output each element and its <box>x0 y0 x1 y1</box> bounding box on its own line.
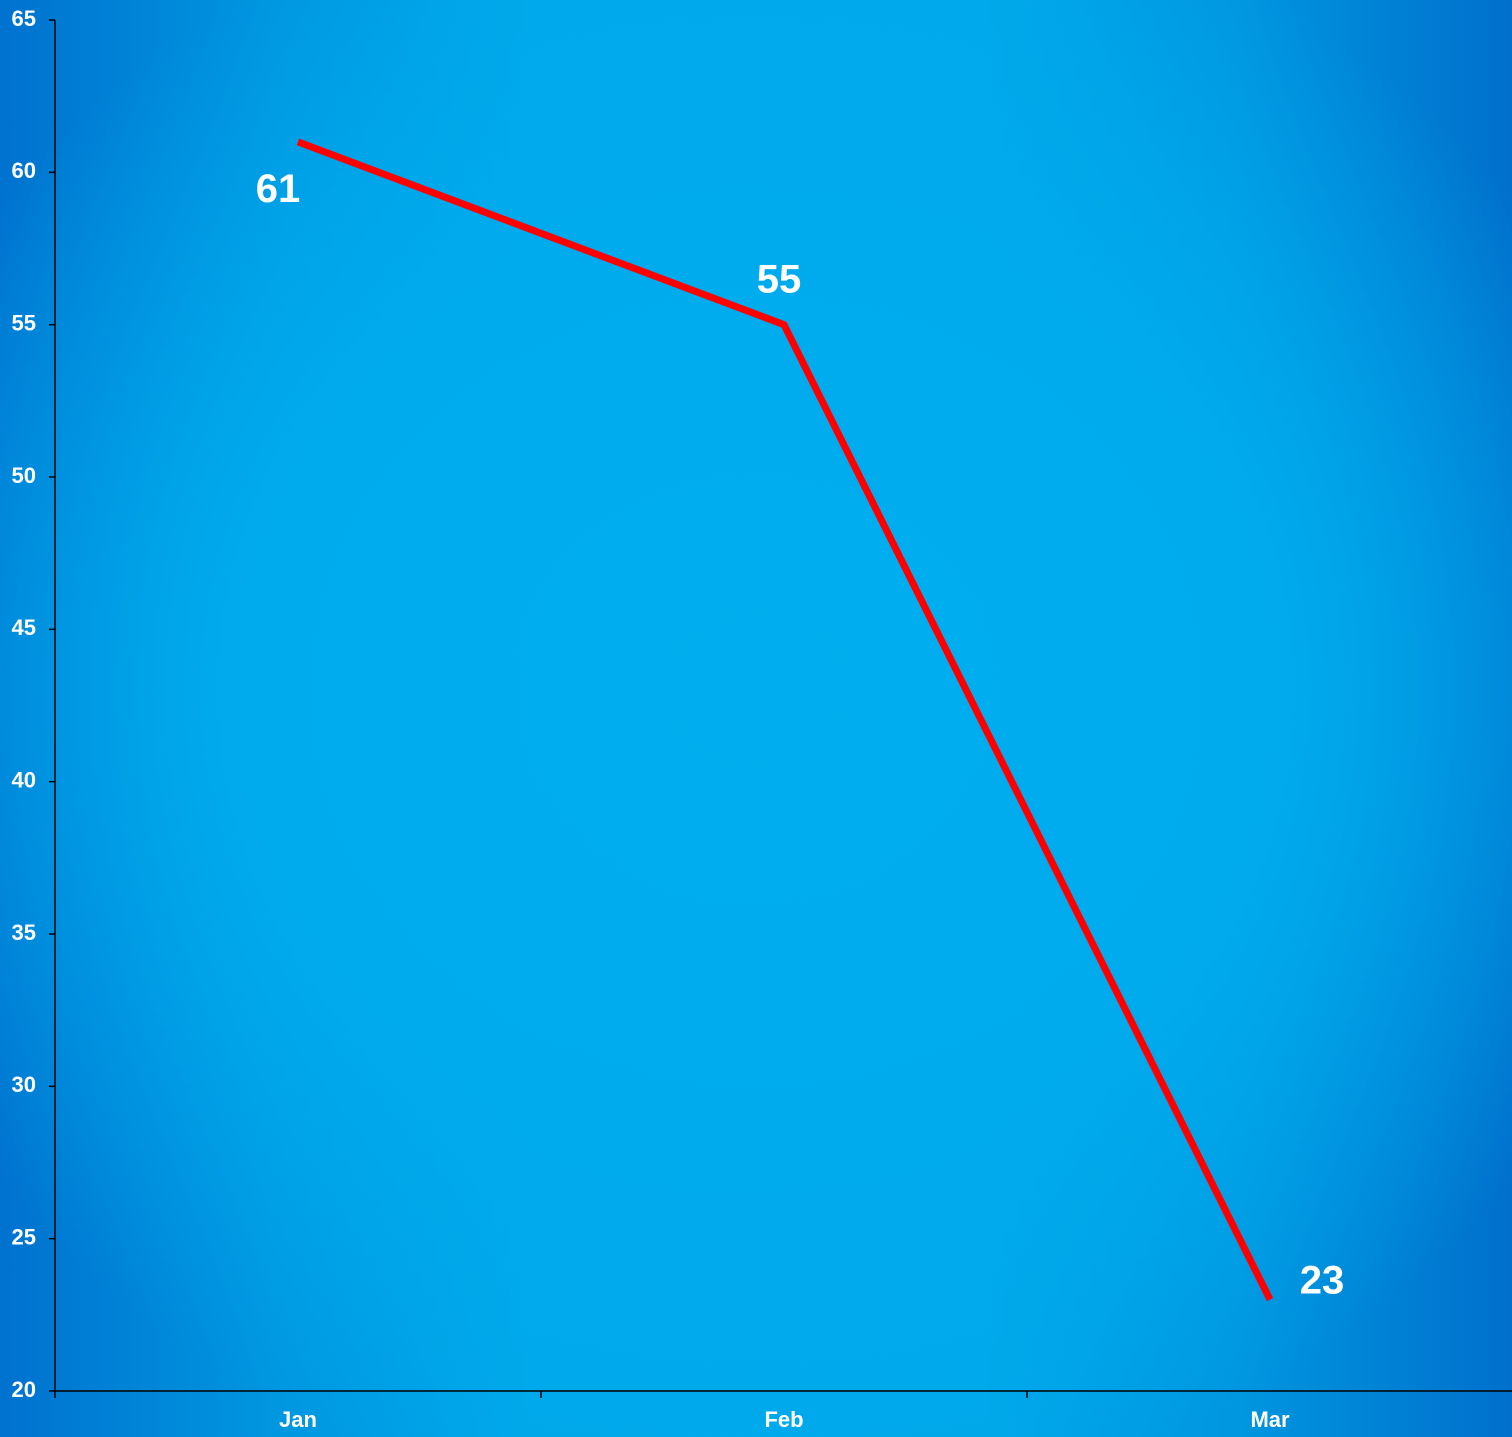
y-tick-label: 55 <box>12 310 36 335</box>
y-tick-label: 50 <box>12 463 36 488</box>
y-tick-label: 40 <box>12 767 36 792</box>
y-tick-label: 60 <box>12 158 36 183</box>
data-label: 55 <box>757 258 802 302</box>
y-tick-label: 25 <box>12 1224 36 1249</box>
x-axis-ticks: Jan Feb Mar <box>54 1391 1290 1432</box>
x-tick-label: Jan <box>279 1407 317 1432</box>
y-tick-label: 65 <box>12 6 36 31</box>
y-tick-label: 35 <box>12 920 36 945</box>
data-labels: 61 55 23 <box>256 167 1345 1303</box>
x-tick-label: Mar <box>1250 1407 1290 1432</box>
axes <box>54 20 1512 1392</box>
y-tick-label: 45 <box>12 615 36 640</box>
y-axis-ticks: 20 25 30 35 40 45 50 55 60 65 <box>12 6 55 1402</box>
y-tick-label: 30 <box>12 1072 36 1097</box>
x-tick-label: Feb <box>764 1407 803 1432</box>
data-label: 23 <box>1300 1259 1345 1303</box>
series-line <box>296 138 1274 1302</box>
series-group <box>296 138 1274 1302</box>
data-label: 61 <box>256 167 301 211</box>
y-tick-label: 20 <box>12 1377 36 1402</box>
